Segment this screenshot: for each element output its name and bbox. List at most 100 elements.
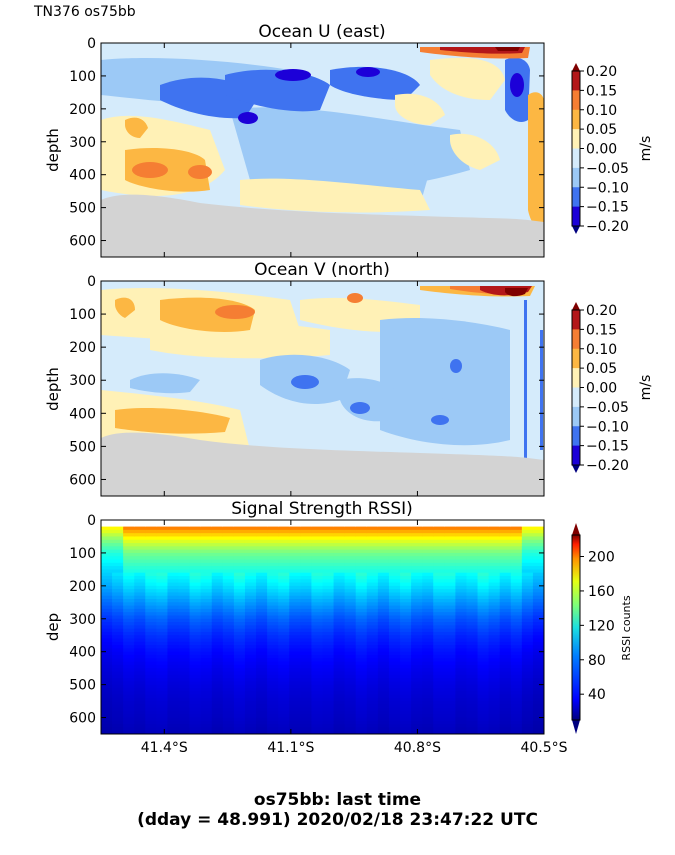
rssi-cell bbox=[411, 717, 423, 722]
rssi-cell bbox=[233, 526, 246, 531]
rssi-cell bbox=[311, 546, 323, 551]
rssi-cell bbox=[488, 717, 501, 722]
rssi-cell bbox=[388, 533, 401, 537]
rssi-cell bbox=[400, 684, 412, 689]
rssi-cell bbox=[344, 579, 357, 584]
rssi-cell bbox=[300, 520, 312, 524]
rssi-cell bbox=[145, 681, 157, 686]
rssi-cell bbox=[344, 612, 357, 616]
rssi-cell bbox=[477, 714, 490, 719]
rssi-cell bbox=[145, 641, 157, 646]
rssi-cell bbox=[200, 556, 213, 561]
rssi-cell bbox=[289, 631, 301, 636]
rssi-cell bbox=[200, 727, 213, 732]
rssi-cell bbox=[444, 691, 456, 695]
rssi-cell bbox=[300, 730, 312, 735]
rssi-cell bbox=[422, 615, 434, 620]
rssi-cell bbox=[455, 654, 467, 659]
rssi-cell bbox=[355, 595, 368, 600]
rssi-cell bbox=[200, 612, 213, 616]
rssi-cell bbox=[499, 520, 512, 524]
rssi-cell bbox=[344, 552, 357, 557]
rssi-cell bbox=[411, 707, 423, 712]
rssi-cell bbox=[366, 697, 379, 702]
rssi-cell bbox=[411, 658, 423, 663]
rssi-cell bbox=[311, 552, 323, 557]
rssi-cell bbox=[366, 720, 379, 725]
rssi-cell bbox=[101, 549, 113, 554]
rssi-cell bbox=[300, 714, 312, 719]
rssi-cell bbox=[521, 556, 534, 561]
rssi-cell bbox=[222, 651, 235, 656]
rssi-cell bbox=[123, 579, 135, 584]
rssi-cell bbox=[433, 599, 445, 603]
rssi-cell bbox=[145, 589, 157, 593]
rssi-cell bbox=[189, 724, 202, 728]
rssi-cell bbox=[422, 691, 434, 695]
rssi-cell bbox=[189, 641, 202, 646]
rssi-cell bbox=[145, 582, 157, 587]
rssi-cell bbox=[267, 638, 279, 643]
rssi-cell bbox=[411, 595, 423, 600]
rssi-cell bbox=[344, 520, 357, 524]
rssi-cell bbox=[200, 539, 213, 544]
rssi-cell bbox=[455, 605, 467, 610]
rssi-cell bbox=[366, 572, 379, 577]
rssi-cell bbox=[433, 539, 445, 544]
rssi-cell bbox=[488, 595, 501, 600]
rssi-cell bbox=[211, 582, 224, 587]
rssi-cell bbox=[433, 608, 445, 613]
rssi-cell bbox=[211, 605, 224, 610]
rssi-cell bbox=[499, 678, 512, 682]
rssi-cell bbox=[499, 684, 512, 689]
rssi-cell bbox=[510, 622, 523, 626]
u-colorbar-extend-max bbox=[572, 63, 580, 71]
rssi-cell bbox=[466, 622, 479, 626]
rssi-cell bbox=[455, 622, 467, 626]
rssi-cell bbox=[377, 539, 390, 544]
rssi-cell bbox=[344, 585, 357, 590]
rssi-cell bbox=[411, 539, 423, 544]
rssi-cell bbox=[366, 717, 379, 722]
rssi-cell bbox=[278, 648, 290, 653]
rssi-cell bbox=[300, 720, 312, 725]
rssi-cell bbox=[400, 727, 412, 732]
rssi-cell bbox=[322, 529, 335, 534]
rssi-cell bbox=[322, 658, 335, 663]
rssi-cell bbox=[377, 674, 390, 679]
rssi-cell bbox=[112, 602, 124, 607]
rssi-cell bbox=[167, 599, 180, 603]
rssi-cell bbox=[311, 625, 323, 630]
rssi-cell bbox=[278, 536, 290, 541]
rssi-cell bbox=[532, 562, 545, 567]
rssi-cell bbox=[411, 572, 423, 577]
rssi-cell bbox=[211, 717, 224, 722]
rssi-cell bbox=[477, 569, 490, 574]
rssi-cell bbox=[433, 585, 445, 590]
rssi-cell bbox=[499, 605, 512, 610]
rssi-cell bbox=[411, 608, 423, 613]
rssi-cell bbox=[510, 526, 523, 531]
rssi-cell bbox=[422, 724, 434, 728]
rssi-cell bbox=[233, 697, 246, 702]
rssi-cell bbox=[156, 651, 168, 656]
rssi-cell bbox=[311, 668, 323, 672]
rssi-cell bbox=[289, 691, 301, 695]
rssi-cell bbox=[422, 674, 434, 679]
rssi-cell bbox=[311, 608, 323, 613]
rssi-cell bbox=[278, 566, 290, 570]
rssi-cell bbox=[400, 697, 412, 702]
rssi-cell bbox=[366, 674, 379, 679]
rssi-cell bbox=[333, 661, 346, 666]
rssi-cell bbox=[499, 523, 512, 528]
rssi-cell bbox=[366, 668, 379, 672]
rssi-cell bbox=[521, 661, 534, 666]
rssi-cell bbox=[433, 559, 445, 564]
rssi-cell bbox=[211, 552, 224, 557]
rssi-cell bbox=[189, 599, 202, 603]
rssi-cell bbox=[333, 622, 346, 626]
rssi-cell bbox=[455, 533, 467, 537]
rssi-cell bbox=[422, 608, 434, 613]
rssi-cell bbox=[521, 658, 534, 663]
rssi-cell bbox=[300, 595, 312, 600]
